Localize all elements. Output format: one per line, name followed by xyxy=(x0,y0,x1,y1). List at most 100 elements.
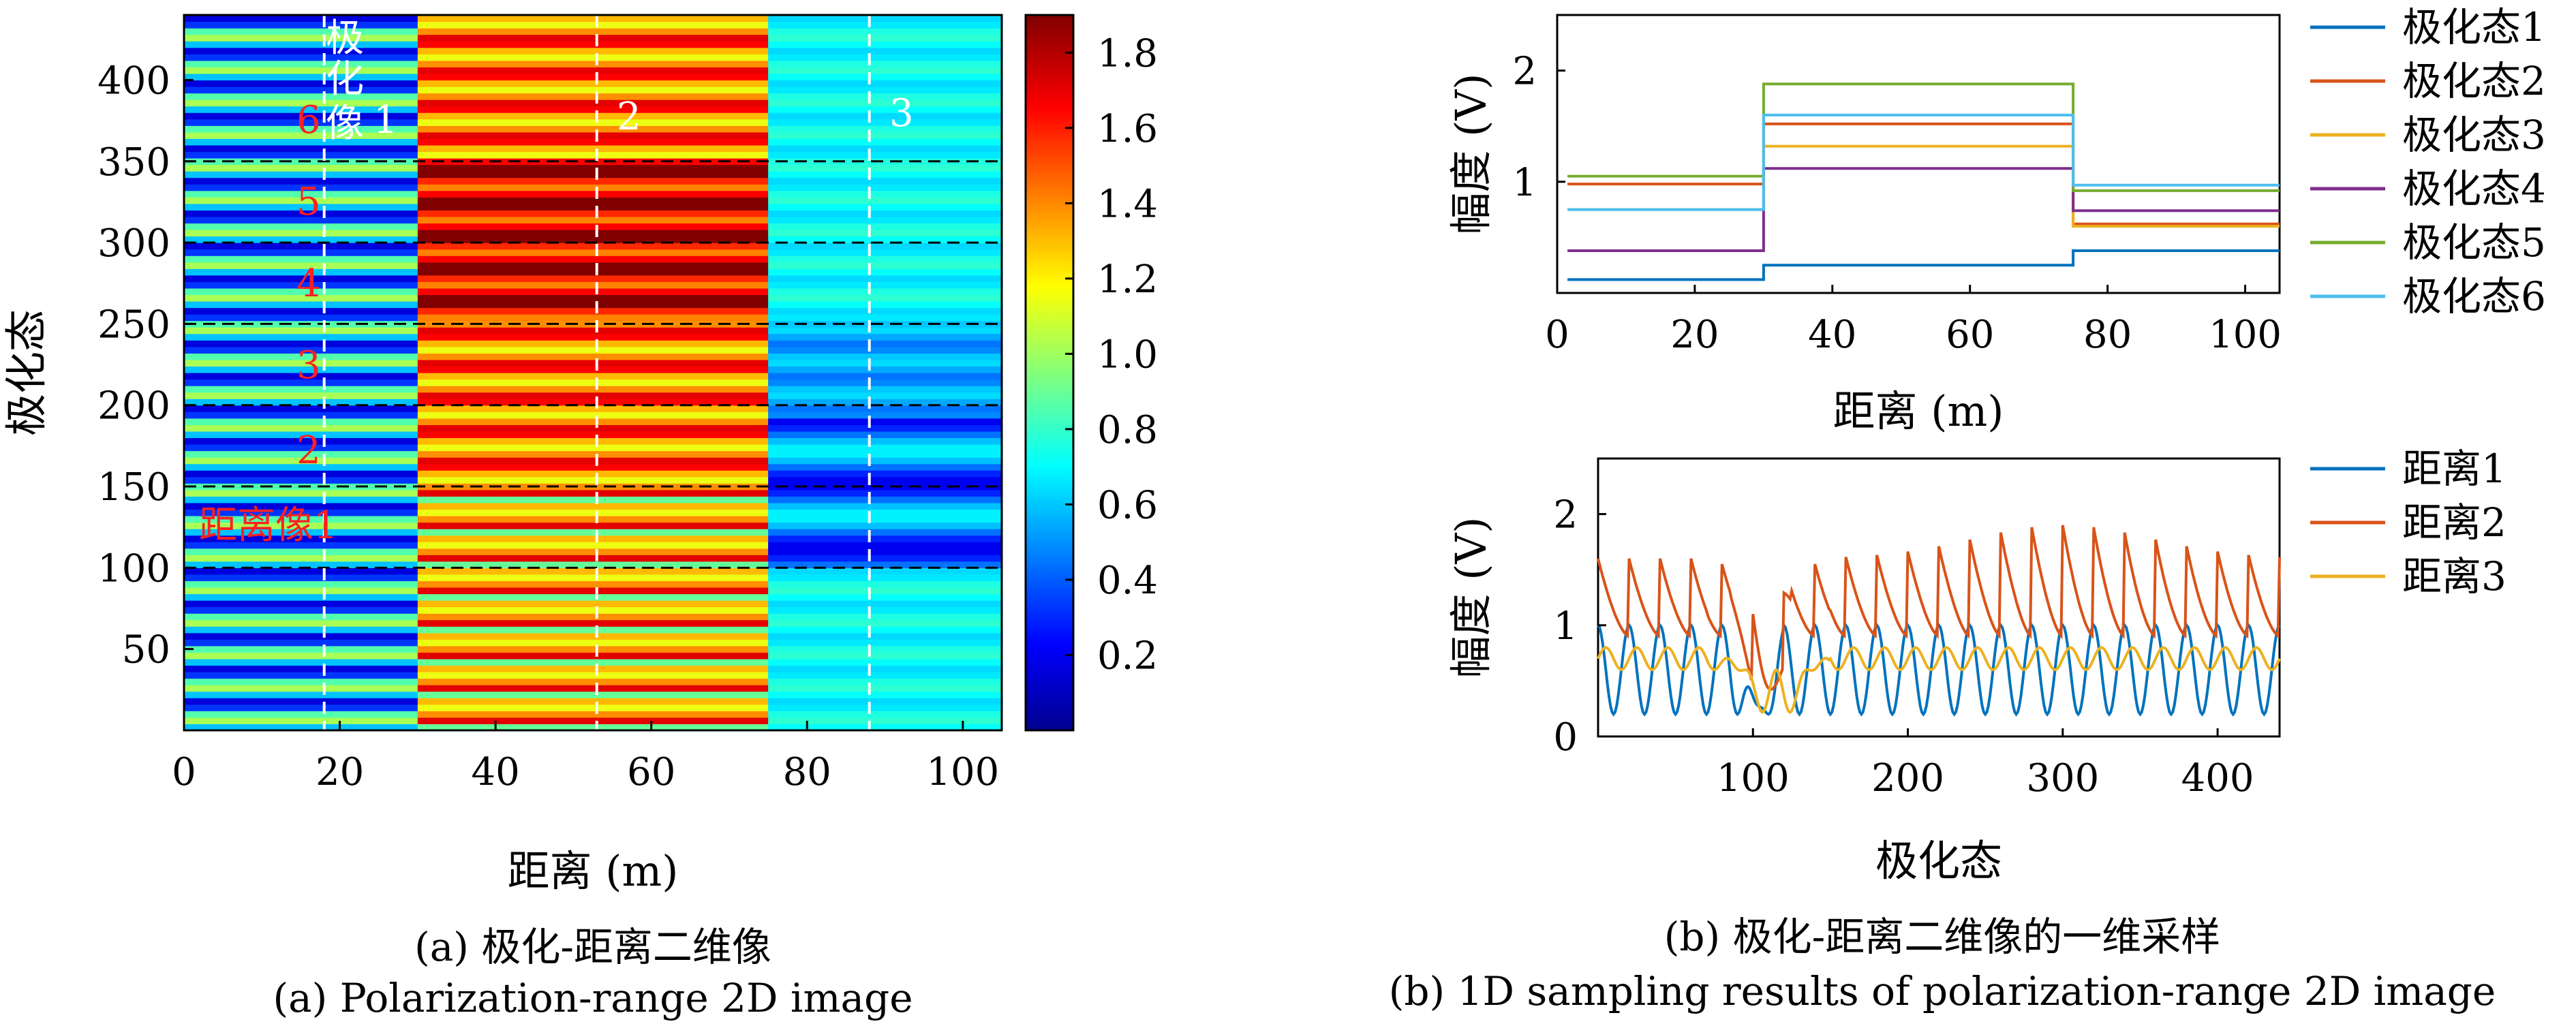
heatmap-cell xyxy=(184,197,418,204)
heatmap-cell xyxy=(417,645,769,653)
heatmap-cell xyxy=(417,489,769,497)
heatmap-cell xyxy=(768,600,1002,608)
y-tick-label: 1 xyxy=(1553,604,1578,649)
heatmap-cell xyxy=(417,346,769,354)
y-tick-label: 150 xyxy=(97,465,170,510)
heatmap-cell xyxy=(184,580,418,588)
heatmap-cell xyxy=(417,724,769,730)
heatmap-cell xyxy=(184,574,418,582)
heatmap-cell xyxy=(768,93,1002,100)
heatmap-cell xyxy=(768,67,1002,74)
top-x-ticks: 0 20 40 60 80 100 xyxy=(1545,285,2282,357)
x-tick-label: 300 xyxy=(2026,756,2099,800)
heatmap-frame xyxy=(183,14,1003,732)
heatmap-cell xyxy=(417,535,769,542)
heatmap-cell xyxy=(768,704,1002,711)
heatmap-cell xyxy=(184,405,418,412)
heatmap-cell xyxy=(768,28,1002,35)
heatmap-cell xyxy=(768,15,1002,22)
heatmap-cell xyxy=(184,67,418,74)
heatmap-cell xyxy=(184,125,418,133)
heatmap-cell xyxy=(768,106,1002,113)
y-tick-label: 50 xyxy=(122,628,170,672)
heatmap-cell xyxy=(184,392,418,399)
heatmap-cell xyxy=(417,190,769,198)
heatmap-cell xyxy=(184,80,418,87)
heatmap-cell xyxy=(184,450,418,458)
heatmap-cell xyxy=(768,327,1002,335)
state-label-6: 6 xyxy=(296,98,321,142)
heatmap-cell xyxy=(768,230,1002,237)
heatmap-cell xyxy=(768,262,1002,269)
heatmap-cell xyxy=(768,21,1002,29)
heatmap-cell xyxy=(184,685,418,692)
heatmap-cell xyxy=(184,294,418,302)
heatmap-cell xyxy=(184,346,418,354)
heatmap-cell xyxy=(184,327,418,335)
heatmap-cell xyxy=(417,93,769,100)
x-tick-label: 100 xyxy=(2209,313,2282,357)
heatmap-cell xyxy=(768,424,1002,432)
heatmap-cell xyxy=(417,639,769,647)
heatmap-cell xyxy=(184,535,418,542)
heatmap-cell xyxy=(417,665,769,672)
heatmap-cell xyxy=(417,555,769,562)
top-legend: 极化态1 极化态2 极化态3 极化态4 极化态5 极化态6 xyxy=(2310,4,2546,320)
heatmap-cell xyxy=(184,489,418,497)
series-line xyxy=(1597,646,2281,714)
heatmap-cell xyxy=(417,386,769,393)
heatmap-cell xyxy=(768,112,1002,120)
heatmap-cell xyxy=(417,587,769,595)
heatmap-cell xyxy=(768,320,1002,328)
heatmap-cell xyxy=(417,529,769,536)
heatmap-cell xyxy=(417,203,769,211)
heatmap-cell xyxy=(184,613,418,621)
heatmap-cell xyxy=(417,659,769,666)
heatmap-cell xyxy=(768,287,1002,296)
line-chart-top: 0 20 40 60 80 100 12 距离 (m) 幅度 (V) 极化态1极化态2极化… xyxy=(1446,4,2546,436)
heatmap-cell xyxy=(768,47,1002,55)
heatmap-y-label: 极化态 xyxy=(1,309,51,436)
heatmap-cell xyxy=(184,691,418,698)
heatmap-cell xyxy=(768,184,1002,191)
state-label-4: 4 xyxy=(296,262,321,306)
heatmap-cell xyxy=(184,340,418,347)
heatmap-cell xyxy=(417,516,769,523)
heatmap-cell xyxy=(184,606,418,614)
heatmap-cell xyxy=(184,307,418,315)
heatmap-cell xyxy=(184,652,418,659)
y-tick-label: 250 xyxy=(97,302,170,347)
heatmap-cell xyxy=(184,386,418,393)
heatmap-cell xyxy=(184,262,418,269)
heatmap-cell xyxy=(417,119,769,126)
legend-label: 距离2 xyxy=(2402,499,2506,546)
heatmap-cell xyxy=(768,496,1002,503)
heatmap-cell xyxy=(184,216,418,224)
heatmap-cell xyxy=(184,34,418,42)
heatmap-cell xyxy=(417,470,769,478)
heatmap-cell xyxy=(184,144,418,153)
heatmap-cell xyxy=(417,99,769,107)
heatmap-cell xyxy=(184,333,418,341)
heatmap-cell xyxy=(768,268,1002,276)
vline-label-3: 3 xyxy=(889,91,914,136)
heatmap-cell xyxy=(417,47,769,55)
heatmap-cell xyxy=(184,418,418,425)
heatmap-cell xyxy=(417,613,769,621)
legend-label: 极化态2 xyxy=(2402,58,2546,104)
heatmap-cell xyxy=(184,73,418,81)
heatmap-cell xyxy=(184,54,418,61)
heatmap-cell xyxy=(417,600,769,608)
heatmap-cell xyxy=(184,314,418,322)
heatmap-cell xyxy=(417,476,769,484)
heatmap-cell xyxy=(417,509,769,516)
bottom-y-label: 幅度 (V) xyxy=(1446,517,1496,679)
heatmap-cell xyxy=(768,470,1002,478)
heatmap-cell xyxy=(184,47,418,55)
heatmap-cell xyxy=(184,717,418,725)
heatmap-cell xyxy=(768,522,1002,529)
heatmap-cell xyxy=(184,87,418,94)
bottom-y-ticks: 0 1 2 xyxy=(1553,493,1606,760)
heatmap-cell xyxy=(184,190,418,198)
heatmap-cell xyxy=(768,399,1002,406)
